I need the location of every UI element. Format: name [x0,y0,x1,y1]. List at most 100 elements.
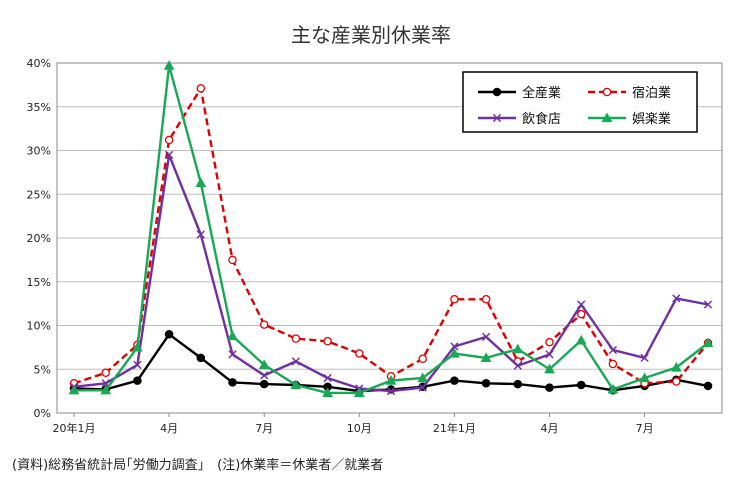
legend-label: 娯楽業 [632,111,671,127]
x-tick-label: 10月 [347,422,372,435]
chart-title: 主な産業別休業率 [291,23,451,47]
data-point [100,384,112,395]
chart-svg: 主な産業別休業率 0% 5% 10% 15% 20% 25% 30% 35% 40% 20年1月… [27,23,723,435]
x-tick-label: 20年1月 [53,421,96,435]
data-point [512,343,524,354]
data-point [481,378,491,388]
data-point [608,359,618,369]
legend-marker [601,112,613,123]
data-point [640,353,649,363]
gridlines [57,106,722,370]
data-point [385,375,397,385]
data-point [163,60,175,70]
data-point [291,357,301,366]
x-tick-label: 4月 [160,422,178,435]
x-tick-label: 7月 [255,422,273,435]
y-axis-ticks: 0% 5% 10% 15% 20% 25% 30% 35% 40% [27,57,51,420]
series-2 [69,150,713,396]
legend-marker [492,87,502,97]
data-point [608,345,618,355]
data-point [418,354,427,363]
data-point [545,337,554,347]
data-point [133,376,142,385]
data-point [418,383,427,392]
series-line [73,153,709,393]
legend-label: 全産業 [522,85,561,101]
y-tick-label: 35% [27,101,51,114]
data-point [323,336,332,346]
data-point [703,381,713,391]
data-point [672,294,681,303]
data-point [353,387,365,397]
data-point [323,373,332,383]
legend-marker [602,87,612,97]
data-point [480,352,492,362]
x-tick-label: 4月 [541,422,559,435]
data-point [132,341,143,352]
data-point [101,368,110,377]
data-point [164,135,174,145]
data-point [702,337,714,348]
series-3 [68,60,714,397]
data-point [545,383,554,392]
data-point [260,371,269,380]
data-point [450,294,459,304]
data-point [544,363,555,374]
data-point [672,377,681,386]
data-point [227,330,238,341]
data-point [164,150,174,160]
data-point [670,361,682,372]
data-point [513,361,522,370]
data-point [577,300,586,309]
data-point [196,84,206,93]
y-tick-label: 15% [27,276,51,289]
y-tick-label: 30% [27,145,51,158]
data-point [450,376,459,385]
data-point [481,332,491,342]
data-point [258,359,270,369]
data-point [450,342,459,351]
legend-marker [492,113,502,123]
x-axis-ticks: 20年1月 4月 7月 10月 21年1月 4月 7月 [53,413,654,435]
data-point [355,349,364,358]
x-tick-label: 7月 [636,422,654,435]
y-tick-label: 10% [27,320,51,333]
legend-label: 飲食店 [522,111,561,127]
data-point [68,384,80,395]
data-point [703,300,713,309]
x-tick-label: 21年1月 [433,421,476,435]
series-layer [68,60,714,397]
data-point [576,309,586,319]
data-point [290,379,302,390]
y-tick-label: 20% [27,232,51,245]
data-point [417,372,429,383]
data-point [196,230,205,239]
data-point [576,380,586,390]
data-point [228,378,237,387]
data-point [195,177,207,187]
data-point [639,372,650,383]
data-point [481,294,491,304]
data-point [322,387,333,397]
data-point [133,360,142,370]
y-tick-label: 5% [34,363,51,376]
data-point [228,350,237,359]
data-point [259,320,269,329]
source-footnote: (資料)総務省統計局｢労働力調査｣ (注)休業率＝休業者／就業者 [12,458,384,473]
data-point [259,379,269,389]
data-point [228,255,237,265]
data-point [386,386,396,396]
plot-frame [56,62,723,414]
data-point [449,347,460,358]
y-tick-label: 25% [27,188,51,201]
data-point [575,334,587,345]
legend-label: 宿泊業 [632,85,671,101]
y-tick-label: 0% [34,407,51,420]
data-point [545,350,554,359]
data-point [164,329,174,339]
data-point [513,379,523,389]
data-point [607,383,619,394]
y-tick-label: 40% [27,57,51,70]
data-point [196,353,206,363]
